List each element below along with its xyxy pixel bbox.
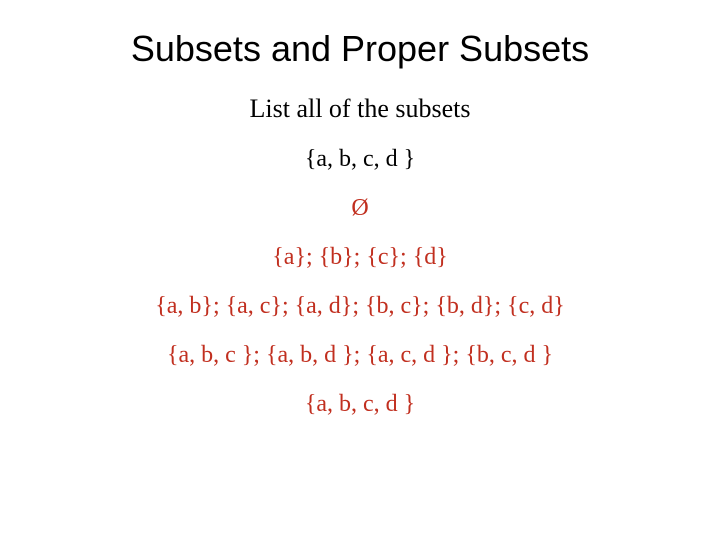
singletons-line: {a}; {b}; {c}; {d} [0, 244, 720, 271]
triples-line: {a, b, c }; {a, b, d }; {a, c, d }; {b, … [0, 342, 720, 369]
full-set-line: {a, b, c, d } [0, 391, 720, 418]
pairs-line: {a, b}; {a, c}; {a, d}; {b, c}; {b, d}; … [0, 293, 720, 320]
slide-title: Subsets and Proper Subsets [0, 28, 720, 70]
slide: Subsets and Proper Subsets List all of t… [0, 0, 720, 540]
base-set-line: {a, b, c, d } [0, 146, 720, 173]
slide-subtitle: List all of the subsets [0, 94, 720, 124]
empty-set-line: Ø [0, 195, 720, 222]
